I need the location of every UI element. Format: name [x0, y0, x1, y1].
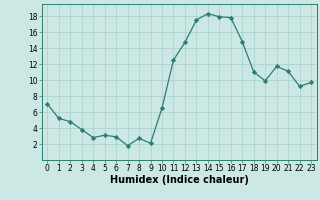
- X-axis label: Humidex (Indice chaleur): Humidex (Indice chaleur): [110, 175, 249, 185]
